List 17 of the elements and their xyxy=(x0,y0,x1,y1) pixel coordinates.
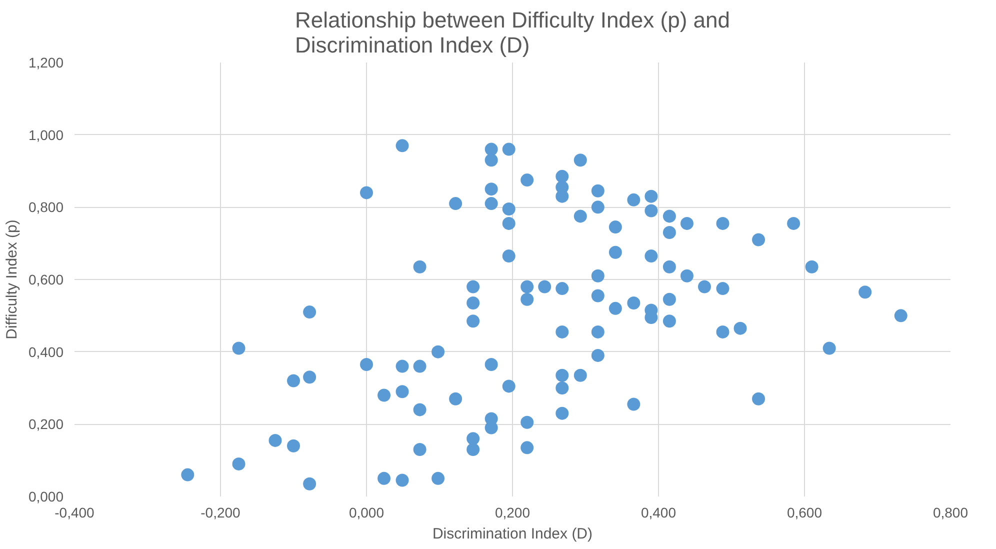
x-tick-label: 0,800 xyxy=(932,504,968,520)
y-axis-title: Difficulty Index (p) xyxy=(3,220,20,340)
x-tick-label: 0,400 xyxy=(640,504,676,520)
y-tick-label: 0,600 xyxy=(28,272,64,288)
x-tick-label: -0,400 xyxy=(54,504,95,520)
y-tick-label: 1,000 xyxy=(28,126,64,143)
x-axis-title: Discrimination Index (D) xyxy=(432,526,593,542)
x-tick-label: -0,200 xyxy=(200,504,241,520)
x-tick-label: 0,000 xyxy=(348,504,384,520)
x-tick-label: 0,600 xyxy=(786,504,822,520)
y-tick-label: 1,200 xyxy=(28,54,64,70)
y-tick-label: 0,000 xyxy=(28,488,64,504)
y-tick-label: 0,200 xyxy=(28,416,64,432)
y-tick-label: 0,400 xyxy=(28,344,64,360)
chart-title: Relationship between Difficulty Index (p) and Discrimination Index (D) xyxy=(295,8,730,58)
y-tick-label: 0,800 xyxy=(28,199,64,216)
x-tick-label: 0,200 xyxy=(494,504,530,520)
